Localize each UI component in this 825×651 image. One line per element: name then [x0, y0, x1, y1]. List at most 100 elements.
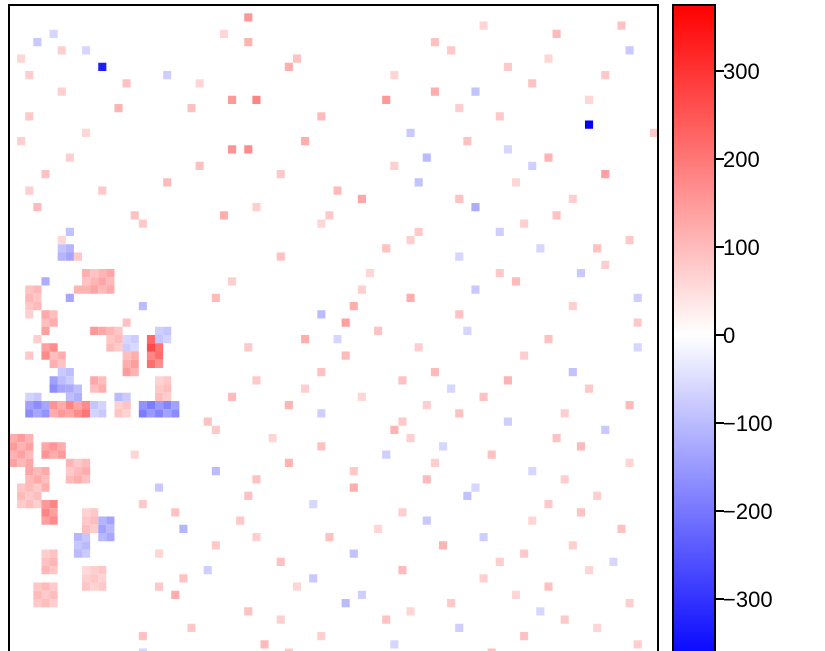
heatmap-cell [414, 343, 423, 352]
heatmap-cell [49, 359, 58, 368]
heatmap-cell [49, 599, 58, 608]
heatmap-cell [593, 244, 602, 253]
heatmap-cell [90, 269, 99, 278]
heatmap-cell [65, 293, 74, 302]
heatmap-cell [33, 599, 42, 608]
heatmap-cell [25, 442, 34, 451]
heatmap-cell [317, 368, 326, 377]
heatmap-cell [57, 368, 66, 377]
heatmap-cell [138, 632, 147, 641]
heatmap-cell [49, 384, 58, 393]
heatmap-cell [455, 623, 464, 632]
heatmap-cell [73, 252, 83, 261]
heatmap-cell [244, 13, 253, 22]
heatmap-cell [25, 310, 34, 319]
heatmap-cell [171, 401, 180, 410]
heatmap-cell [98, 384, 107, 393]
heatmap-cell [82, 516, 91, 525]
heatmap-cell [98, 376, 107, 385]
heatmap-cell [98, 533, 107, 542]
heatmap-cell [138, 409, 147, 418]
heatmap-cell [479, 392, 488, 401]
heatmap-cell [90, 326, 99, 335]
heatmap-cell [49, 343, 58, 352]
heatmap-cell [398, 566, 407, 575]
heatmap-cell [41, 318, 50, 327]
heatmap-cell [90, 384, 99, 393]
heatmap-cell [25, 392, 34, 401]
heatmap-cell [25, 450, 34, 459]
heatmap-cell [163, 71, 172, 80]
heatmap-cell [90, 376, 99, 385]
heatmap-cell [430, 458, 439, 467]
heatmap-cell [98, 62, 107, 71]
heatmap-cell [252, 533, 261, 542]
heatmap-cell [520, 632, 529, 641]
heatmap-cell [49, 318, 58, 327]
heatmap-cell [309, 500, 318, 509]
heatmap-cell [382, 244, 391, 253]
heatmap-cell [106, 326, 115, 335]
heatmap-cell [49, 401, 58, 410]
heatmap-cell [292, 54, 302, 63]
heatmap-cell [41, 566, 50, 575]
heatmap-cell [106, 335, 115, 344]
heatmap-cell [155, 392, 164, 401]
heatmap-cell [447, 599, 456, 608]
heatmap-cell [633, 343, 642, 352]
heatmap-cell [49, 516, 58, 525]
heatmap-cell [33, 483, 42, 492]
heatmap-cell [41, 351, 50, 360]
heatmap-cell [41, 475, 50, 484]
heatmap-cell [65, 475, 74, 484]
heatmap-cell [49, 409, 58, 418]
heatmap-cell [25, 293, 34, 302]
heatmap-cell [219, 29, 229, 38]
heatmap-cell [155, 483, 164, 492]
heatmap-cell [536, 607, 545, 616]
heatmap-cell [236, 516, 245, 525]
heatmap-cell [122, 409, 131, 418]
heatmap-cell [122, 79, 131, 88]
heatmap-cell [584, 120, 594, 129]
heatmap-cell [25, 186, 34, 195]
heatmap-cell [617, 21, 626, 30]
heatmap-cell [479, 533, 488, 542]
heatmap-cell [33, 409, 42, 418]
heatmap-cell [479, 21, 488, 30]
heatmap-cell [447, 384, 456, 393]
heatmap-cell [25, 71, 34, 80]
heatmap-cell [25, 467, 34, 476]
heatmap-cell [106, 269, 115, 278]
heatmap-cell [130, 335, 139, 344]
heatmap-cell [65, 401, 74, 410]
heatmap-cell [576, 508, 585, 517]
heatmap-cell [552, 434, 561, 443]
heatmap-cell [471, 285, 480, 294]
heatmap-cell [33, 335, 42, 344]
heatmap-cell [114, 326, 123, 335]
heatmap-cell [544, 582, 553, 591]
heatmap-cell [49, 590, 58, 599]
heatmap-cell [49, 557, 58, 566]
heatmap-cell [430, 38, 439, 47]
heatmap-cell [544, 153, 553, 162]
heatmap-cell [25, 458, 34, 467]
heatmap-cell [33, 500, 42, 509]
heatmap-cell [438, 442, 448, 451]
heatmap-cell [552, 211, 561, 220]
heatmap-cell [568, 194, 577, 203]
heatmap-cell [146, 409, 156, 418]
heatmap-cell [9, 450, 18, 459]
heatmap-cell [155, 376, 164, 385]
heatmap-cell [398, 376, 407, 385]
colorbar-tick-label: 0 [723, 323, 735, 348]
heatmap-cell [17, 434, 26, 443]
heatmap-cell [138, 648, 147, 651]
heatmap-cell [195, 79, 204, 88]
heatmap-cell [82, 458, 91, 467]
heatmap-cell [228, 277, 237, 286]
heatmap-cell [528, 516, 537, 525]
heatmap-cell [82, 574, 91, 583]
heatmap-cell [73, 401, 83, 410]
